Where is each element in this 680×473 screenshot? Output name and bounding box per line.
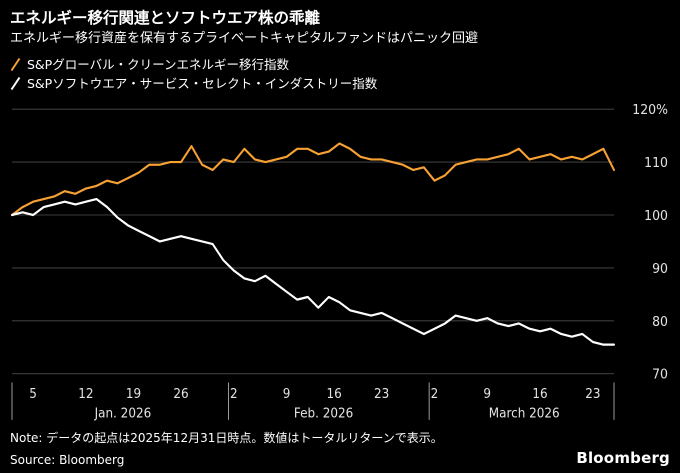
svg-text:March 2026: March 2026: [489, 405, 560, 421]
svg-text:Feb. 2026: Feb. 2026: [294, 405, 353, 421]
chart-svg: 120% 110 100 90 80 70 5 12 19 26 2 9 16 23 2 9 16 23 Jan. …: [11, 102, 668, 421]
footer: Source: Bloomberg Bloomberg: [10, 449, 670, 467]
svg-text:16: 16: [326, 385, 341, 401]
source: Source: Bloomberg: [10, 453, 125, 467]
svg-text:16: 16: [532, 385, 547, 401]
note: Note: データの起点は2025年12月31日時点。数値はトータルリターンで表…: [10, 431, 443, 446]
legend-label: S&Pソフトウエア・サービス・セレクト・インダストリー指数: [27, 75, 378, 91]
legend-item-clean-energy: S&Pグローバル・クリーンエネルギー移行指数: [10, 57, 670, 73]
legend-label: S&Pグローバル・クリーンエネルギー移行指数: [27, 56, 289, 72]
legend-item-software: S&Pソフトウエア・サービス・セレクト・インダストリー指数: [10, 76, 670, 92]
svg-text:9: 9: [283, 385, 291, 401]
svg-text:90: 90: [652, 261, 668, 277]
svg-text:110: 110: [644, 155, 668, 171]
legend-slash-icon: [10, 77, 21, 91]
svg-text:9: 9: [483, 385, 491, 401]
legend-slash-icon: [10, 58, 21, 72]
svg-text:80: 80: [652, 314, 668, 330]
bloomberg-logo: Bloomberg: [576, 449, 670, 467]
svg-text:12: 12: [78, 385, 93, 401]
svg-text:120%: 120%: [632, 102, 668, 118]
chart-title: エネルギー移行関連とソフトウエア株の乖離: [10, 9, 321, 27]
chart: 120% 110 100 90 80 70 5 12 19 26 2 9 16 23 2 9 16 23 Jan. …: [10, 96, 670, 428]
svg-text:Jan. 2026: Jan. 2026: [94, 405, 152, 421]
svg-text:2: 2: [230, 385, 238, 401]
svg-text:19: 19: [126, 385, 141, 401]
svg-text:5: 5: [29, 385, 37, 401]
legend: S&Pグローバル・クリーンエネルギー移行指数 S&Pソフトウエア・サービス・セレ…: [10, 57, 670, 92]
svg-text:100: 100: [644, 208, 668, 224]
svg-text:26: 26: [173, 385, 188, 401]
chart-subtitle: エネルギー移行資産を保有するプライベートキャピタルファンドはパニック回避: [10, 31, 479, 47]
svg-text:70: 70: [652, 367, 668, 383]
svg-text:23: 23: [585, 385, 600, 401]
svg-text:2: 2: [431, 385, 439, 401]
svg-text:23: 23: [374, 385, 389, 401]
